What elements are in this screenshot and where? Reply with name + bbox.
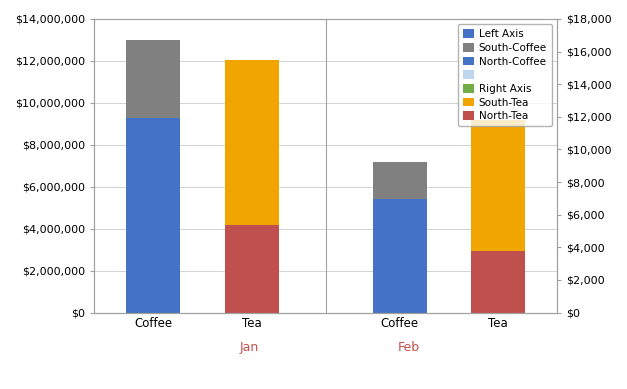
Bar <box>126 40 181 117</box>
Text: Feb: Feb <box>398 341 420 354</box>
Bar <box>224 224 279 313</box>
Bar <box>126 117 181 313</box>
Legend: Left Axis, South-Coffee, North-Coffee, , Right Axis, South-Tea, North-Tea: Left Axis, South-Coffee, North-Coffee, ,… <box>458 24 552 126</box>
Bar <box>372 161 427 199</box>
Bar <box>471 251 525 313</box>
Bar <box>224 60 279 224</box>
Bar <box>471 120 525 251</box>
Text: Jan: Jan <box>240 341 259 354</box>
Bar <box>372 199 427 313</box>
